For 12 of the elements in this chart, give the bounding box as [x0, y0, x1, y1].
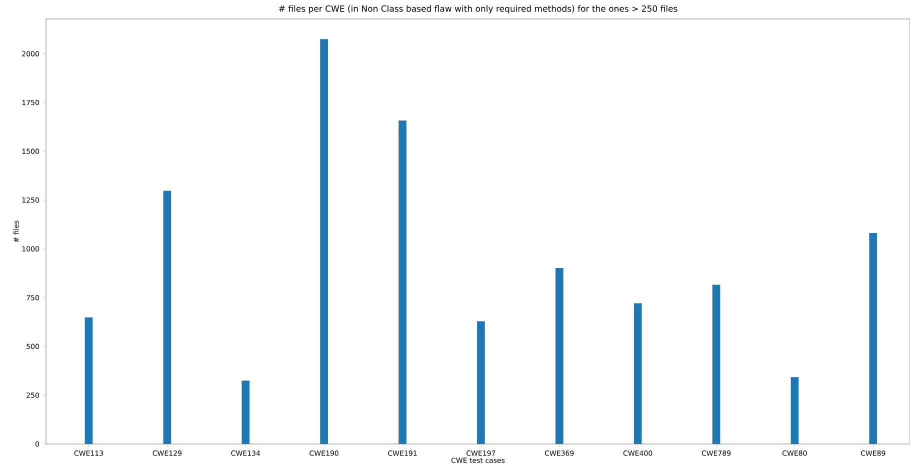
bar — [84, 317, 93, 444]
bar — [555, 268, 564, 444]
bar — [398, 120, 406, 444]
bar — [242, 380, 250, 444]
bar — [869, 233, 878, 444]
bar — [790, 377, 799, 444]
bar — [477, 321, 485, 444]
bar — [320, 39, 328, 444]
bar — [634, 303, 642, 444]
bar — [712, 284, 720, 444]
chart-title: # files per CWE (in Non Class based flaw with only required methods) for the ones > 250 files — [279, 5, 678, 14]
bar — [163, 190, 172, 444]
